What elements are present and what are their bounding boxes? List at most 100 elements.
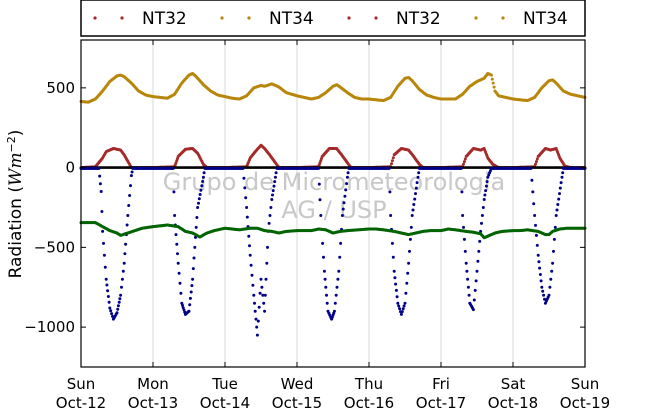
data-point xyxy=(110,312,114,316)
data-point xyxy=(191,277,195,281)
data-point xyxy=(263,293,267,297)
data-point xyxy=(400,310,404,314)
data-point xyxy=(176,261,180,265)
data-point xyxy=(117,300,121,304)
data-point xyxy=(115,311,119,315)
data-point xyxy=(552,249,555,253)
data-point xyxy=(414,186,418,190)
data-point xyxy=(104,277,108,281)
data-point xyxy=(196,206,200,209)
data-point xyxy=(271,193,274,197)
data-point xyxy=(129,174,133,178)
data-point xyxy=(274,171,278,175)
data-point xyxy=(191,267,195,271)
data-point xyxy=(174,233,178,237)
data-point xyxy=(410,214,414,217)
data-point xyxy=(248,253,252,257)
data-point xyxy=(106,295,110,298)
data-point xyxy=(465,269,469,273)
data-point xyxy=(107,300,111,304)
data-point xyxy=(529,166,533,170)
data-point xyxy=(179,291,183,295)
data-point xyxy=(244,196,248,200)
x-tick-day: Sun xyxy=(67,375,96,393)
watermark-line: AG / USP xyxy=(281,196,386,224)
data-point xyxy=(116,307,120,311)
data-point xyxy=(390,159,394,163)
series-layer xyxy=(79,72,587,337)
legend-label: NT32 xyxy=(142,9,187,29)
data-point xyxy=(409,225,413,229)
data-point xyxy=(322,255,325,259)
data-point xyxy=(555,208,559,212)
data-point xyxy=(394,288,398,292)
data-point xyxy=(477,249,481,253)
data-point xyxy=(345,175,349,179)
data-point xyxy=(398,307,402,311)
data-point xyxy=(337,269,341,273)
data-point xyxy=(485,180,489,184)
data-point xyxy=(325,293,328,297)
watermark-line: Grupo de Micrometeorologia xyxy=(163,168,505,196)
data-point xyxy=(492,85,496,89)
data-point xyxy=(344,188,348,192)
data-point xyxy=(189,290,193,294)
data-point xyxy=(474,279,478,283)
data-point xyxy=(243,186,247,190)
data-point xyxy=(558,186,562,190)
data-point xyxy=(391,255,395,259)
data-point xyxy=(254,317,258,321)
data-point xyxy=(548,285,552,289)
data-point xyxy=(394,282,398,286)
data-point xyxy=(463,157,467,161)
data-point xyxy=(242,176,246,180)
data-point xyxy=(340,214,344,217)
data-point xyxy=(336,277,340,281)
data-point xyxy=(192,256,196,260)
data-point xyxy=(395,295,399,299)
data-point xyxy=(407,261,411,265)
data-point xyxy=(97,166,101,170)
data-point xyxy=(266,245,269,249)
legend-marker xyxy=(501,16,505,20)
data-point xyxy=(466,285,470,289)
data-point xyxy=(533,214,537,217)
data-point xyxy=(472,298,476,302)
data-point xyxy=(263,309,267,313)
data-point xyxy=(317,182,321,186)
data-point xyxy=(467,293,471,297)
legend-label: NT34 xyxy=(523,9,568,29)
data-point xyxy=(480,221,483,225)
data-point xyxy=(102,241,105,245)
data-point xyxy=(109,309,113,313)
legend-box xyxy=(80,0,586,37)
data-point xyxy=(540,285,544,289)
data-point xyxy=(558,192,561,196)
data-point xyxy=(345,182,349,186)
data-point xyxy=(171,166,175,170)
legend-item: NT32 xyxy=(347,9,441,29)
data-point xyxy=(98,182,102,186)
data-point xyxy=(201,175,205,179)
data-point xyxy=(175,242,179,246)
data-point xyxy=(181,303,184,307)
data-point xyxy=(256,319,260,323)
data-point xyxy=(251,283,255,287)
data-point xyxy=(245,215,249,219)
data-point xyxy=(530,178,534,182)
data-point xyxy=(475,269,479,273)
data-point xyxy=(258,291,262,295)
data-point xyxy=(538,273,542,276)
data-point xyxy=(268,214,272,217)
data-point xyxy=(550,269,554,273)
data-point xyxy=(102,253,106,257)
data-point xyxy=(318,198,322,202)
data-point xyxy=(412,203,416,206)
data-point xyxy=(554,214,558,217)
series-1 xyxy=(79,143,587,170)
data-point xyxy=(253,309,257,313)
data-point xyxy=(416,175,420,179)
data-point xyxy=(190,284,194,288)
series-4 xyxy=(79,221,587,240)
y-axis-title-exponent: −2 xyxy=(5,136,18,152)
